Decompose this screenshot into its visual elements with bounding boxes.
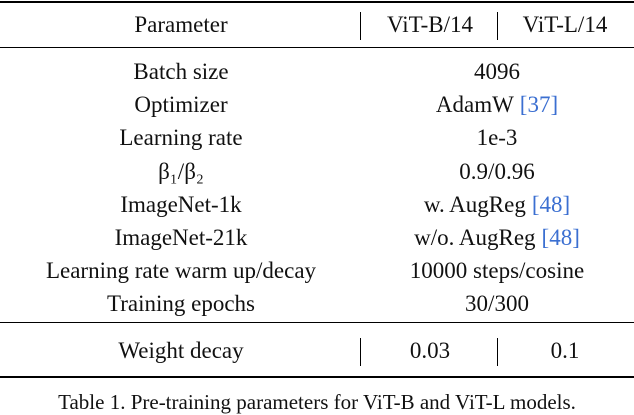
parameter: ImageNet-21k [114, 225, 248, 250]
parameter: Batch size [133, 59, 229, 84]
value-text: w/o. AugReg [414, 225, 536, 250]
value-text: 10000 steps/cosine [409, 258, 585, 284]
value: w/o. AugReg [48] [414, 223, 580, 253]
value: 0.03 [409, 338, 451, 363]
citation: [48] [541, 225, 580, 250]
value-text: 0.9/0.96 [459, 158, 535, 184]
value-text: 4096 [474, 59, 520, 84]
column-divider [497, 12, 499, 40]
parameter: ImageNet-1k [120, 191, 242, 217]
value-text: 1e-3 [476, 125, 518, 151]
column-divider [360, 12, 362, 40]
value-text: 30/300 [465, 291, 529, 317]
value: 0.1 [550, 338, 580, 363]
mid-rule [0, 322, 634, 323]
value-text: AdamW [435, 92, 514, 118]
citation: [48] [531, 191, 571, 217]
parameter: Weight decay [118, 338, 244, 363]
value: 4096 [474, 57, 520, 87]
parameter: Learning rate warm up/decay [45, 258, 317, 284]
top-rule [0, 1, 634, 3]
bottom-rule [0, 376, 634, 378]
value: 1e-3 [477, 123, 518, 153]
column-divider [360, 338, 362, 366]
column-divider [497, 338, 499, 366]
caption: Table 1. Pre-training parameters for ViT… [58, 390, 576, 414]
header-cell: Parameter [134, 12, 228, 37]
citation: [37] [519, 92, 559, 118]
value: AdamW [37] [436, 90, 558, 120]
value: 10000 steps/cosine [410, 256, 584, 286]
parameter: Training epochs [106, 291, 256, 317]
header-cell: ViT-L/14 [522, 12, 608, 37]
header-rule [0, 47, 634, 48]
value: 0.9/0.96 [459, 157, 534, 187]
parameter: Optimizer [134, 92, 228, 118]
parameter: β₁/β₂ [158, 158, 204, 184]
value: 30/300 [465, 289, 529, 319]
parameter: Learning rate [119, 125, 243, 151]
value-text: w. AugReg [423, 191, 526, 217]
header-cell: ViT-B/14 [387, 12, 473, 37]
value: w. AugReg [48] [424, 190, 570, 220]
